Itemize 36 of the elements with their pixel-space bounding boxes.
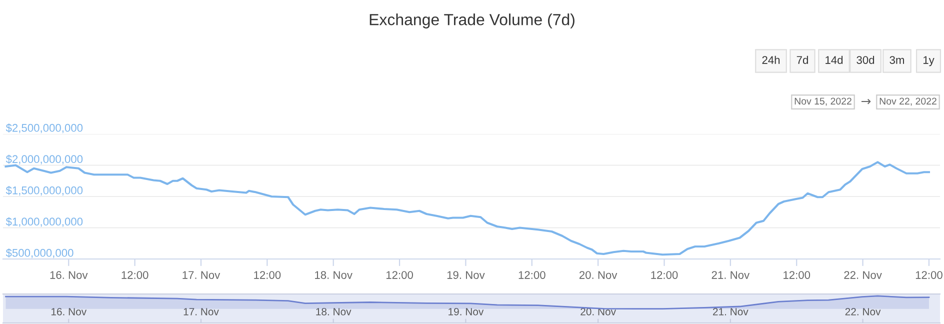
text: 24h bbox=[762, 56, 780, 64]
x-tick-label: 16. Nov bbox=[51, 308, 87, 316]
x-tick-label: 20. Nov bbox=[580, 308, 616, 316]
x-tick-label: 12:00 bbox=[916, 271, 942, 279]
x-tick-label: 17. Nov bbox=[182, 271, 220, 279]
x-tick-label: 19. Nov bbox=[448, 308, 484, 316]
x-tick-label: 12:00 bbox=[518, 271, 546, 279]
chart-title: Exchange Trade Volume (7d) bbox=[370, 14, 574, 28]
x-tick-label: 22. Nov bbox=[845, 308, 881, 316]
y-tick-label: $1,000,000,000 bbox=[6, 217, 83, 227]
text: 7d bbox=[796, 56, 808, 64]
text: → bbox=[861, 98, 871, 104]
text: 1y bbox=[923, 56, 934, 66]
x-tick-label: 12:00 bbox=[651, 271, 678, 279]
y-tick-label: $2,500,000,000 bbox=[6, 123, 83, 134]
y-tick-label: $1,500,000,000 bbox=[6, 186, 83, 196]
x-tick-label: 22. Nov bbox=[844, 271, 882, 279]
text: 30d bbox=[856, 56, 874, 64]
x-tick-label: 16. Nov bbox=[50, 271, 88, 279]
x-tick-label: 12:00 bbox=[784, 271, 810, 279]
text: Nov 15, 2022 bbox=[794, 98, 852, 106]
x-tick-label: 19. Nov bbox=[447, 271, 485, 279]
x-tick-label: 12:00 bbox=[386, 271, 413, 279]
text: 3m bbox=[890, 56, 904, 64]
x-tick-label: 21. Nov bbox=[713, 308, 748, 316]
x-tick-label: 21. Nov bbox=[712, 271, 750, 279]
text: Nov 22, 2022 bbox=[880, 98, 936, 106]
x-tick-label: 12:00 bbox=[254, 271, 281, 279]
x-tick-label: 18. Nov bbox=[315, 271, 352, 279]
x-tick-label: 20. Nov bbox=[579, 271, 618, 279]
x-tick-label: 18. Nov bbox=[316, 308, 352, 316]
x-tick-label: 17. Nov bbox=[184, 308, 219, 316]
text: 14d bbox=[826, 56, 843, 64]
x-tick-label: 12:00 bbox=[122, 271, 148, 279]
y-tick-label: $500,000,000 bbox=[6, 248, 74, 258]
y-tick-label: $2,000,000,000 bbox=[6, 154, 83, 164]
